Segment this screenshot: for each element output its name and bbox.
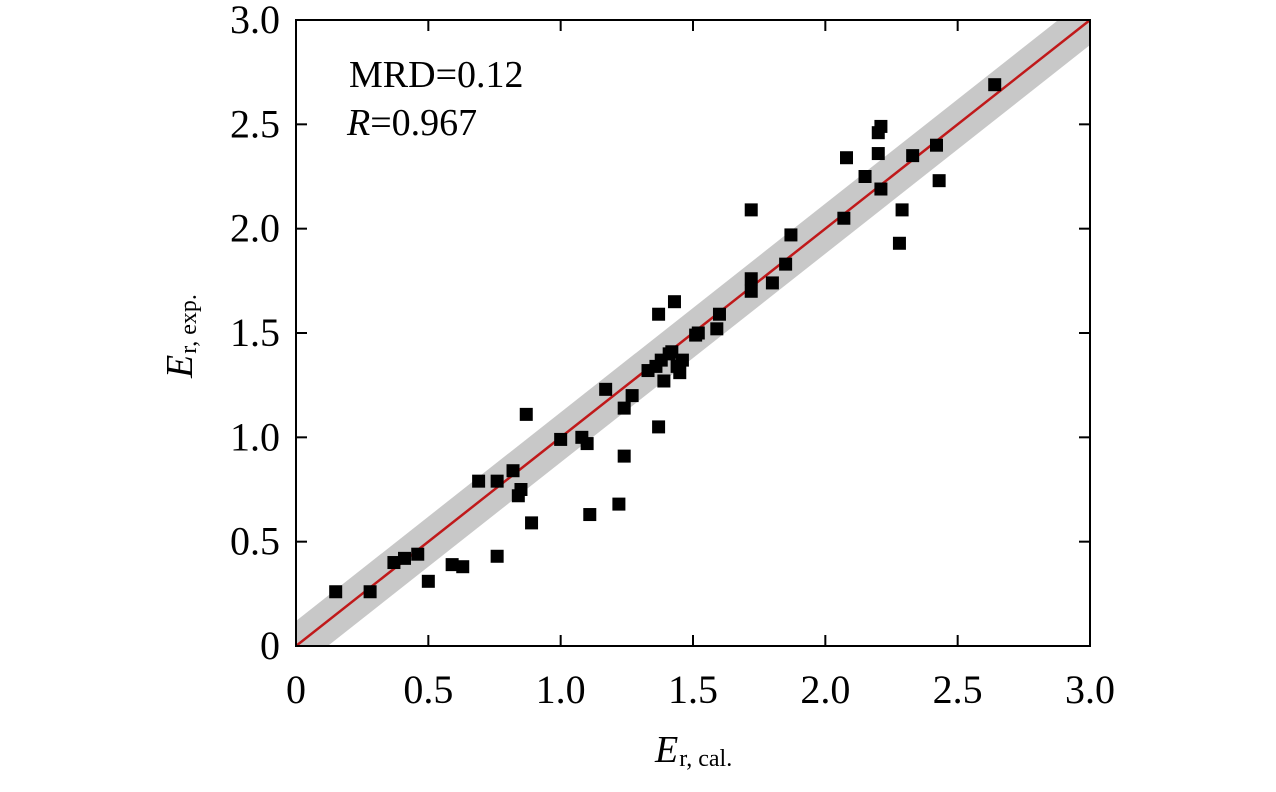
data-point xyxy=(840,151,854,165)
data-point xyxy=(988,78,1002,92)
data-point xyxy=(514,483,528,496)
data-point xyxy=(744,272,758,286)
data-point xyxy=(837,211,851,225)
data-point xyxy=(525,516,539,530)
x-tick-label: 1.5 xyxy=(668,667,718,712)
data-point xyxy=(617,401,631,415)
data-point xyxy=(387,556,401,570)
x-tick-label: 2.0 xyxy=(800,667,850,712)
x-tick-label: 2.5 xyxy=(933,667,983,712)
y-tick-label: 3.0 xyxy=(230,0,280,42)
data-point xyxy=(712,307,726,321)
data-point xyxy=(892,236,906,250)
x-axis-title: Er, cal. xyxy=(654,729,732,772)
data-point xyxy=(691,326,705,340)
data-point xyxy=(784,228,798,242)
y-tick-label: 1.5 xyxy=(230,310,280,355)
x-tick-label: 0 xyxy=(286,667,306,712)
y-axis-title-subscript: r, exp. xyxy=(176,294,202,354)
y-axis-title: Er, exp. xyxy=(159,294,202,379)
data-point xyxy=(456,560,470,574)
axis-ticks-layer xyxy=(295,19,1091,647)
y-axis-title-group: Er, exp. xyxy=(159,294,202,379)
y-tick-label: 2.0 xyxy=(230,206,280,251)
y-tick-label: 2.5 xyxy=(230,101,280,146)
data-point xyxy=(329,585,343,599)
data-point xyxy=(874,182,888,196)
y-axis-title-main: E xyxy=(159,355,201,379)
x-axis-title-main: E xyxy=(654,729,678,771)
data-point xyxy=(612,497,626,511)
data-point xyxy=(583,508,597,522)
data-point xyxy=(652,420,666,434)
data-point xyxy=(411,547,425,561)
x-tick-label: 1.0 xyxy=(536,667,586,712)
data-point xyxy=(554,432,568,446)
data-point xyxy=(932,174,946,188)
r-symbol: R xyxy=(346,102,370,144)
x-tick-label: 0.5 xyxy=(403,667,453,712)
r-value: =0.967 xyxy=(370,102,477,144)
data-point xyxy=(506,464,520,478)
data-point xyxy=(421,574,435,588)
data-point xyxy=(657,374,671,388)
data-point xyxy=(519,407,533,421)
r-annotation: R=0.967 xyxy=(346,102,477,144)
data-point xyxy=(617,449,631,463)
mrd-annotation: MRD=0.12 xyxy=(349,54,524,96)
data-point xyxy=(652,307,666,321)
data-point xyxy=(765,276,779,290)
data-point xyxy=(490,549,504,563)
data-point xyxy=(445,558,459,572)
data-point xyxy=(363,585,377,599)
data-point xyxy=(744,203,758,217)
data-points-layer xyxy=(329,78,1002,599)
data-point xyxy=(871,147,885,161)
data-point xyxy=(599,382,613,396)
data-point xyxy=(472,474,486,488)
data-point xyxy=(929,138,943,152)
x-axis-title-subscript: r, cal. xyxy=(679,746,732,772)
data-point xyxy=(667,295,681,309)
data-point xyxy=(673,366,687,380)
y-tick-label: 1.0 xyxy=(230,414,280,459)
data-point xyxy=(398,551,412,565)
data-point xyxy=(779,257,793,271)
y-tick-label: 0 xyxy=(260,623,280,668)
data-point xyxy=(710,322,724,336)
tick-labels-layer: 0 0.5 1.0 1.5 2.0 2.5 3.0 0 0.5 1.0 1.5 2.0 2.5 3.0 xyxy=(230,0,1115,712)
data-point xyxy=(625,389,639,403)
data-point xyxy=(858,170,872,183)
data-point xyxy=(744,284,758,298)
data-point xyxy=(580,437,594,451)
y-tick-label: 0.5 xyxy=(230,519,280,564)
data-point xyxy=(490,474,504,488)
data-point xyxy=(895,203,909,217)
x-tick-label: 3.0 xyxy=(1065,667,1115,712)
data-point xyxy=(675,353,689,367)
data-point xyxy=(665,345,679,359)
data-point xyxy=(906,149,920,163)
data-point xyxy=(874,119,888,133)
